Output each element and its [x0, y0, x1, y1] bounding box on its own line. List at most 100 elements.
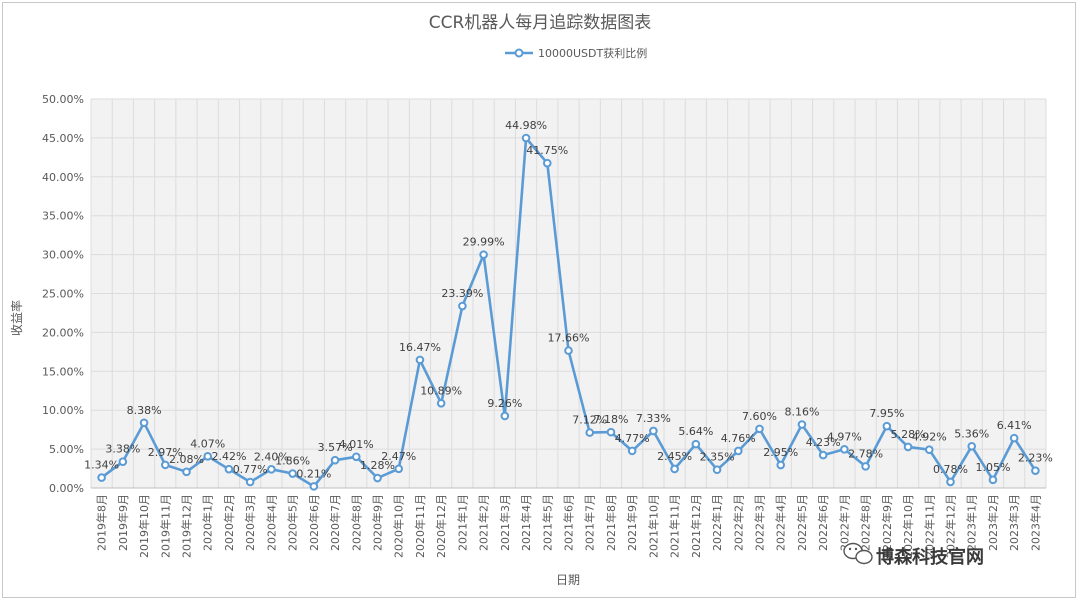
y-tick-label: 25.00%	[42, 288, 84, 301]
data-point	[882, 421, 892, 431]
x-tick-label: 2022年1月	[710, 494, 724, 551]
x-tick-label: 2019年10月	[137, 494, 151, 558]
x-tick-label: 2021年9月	[625, 494, 639, 551]
data-point	[1009, 433, 1019, 443]
data-point	[415, 355, 425, 365]
data-label: 5.36%	[954, 427, 989, 440]
data-label: 0.21%	[296, 467, 331, 480]
data-point	[203, 452, 213, 461]
data-label: 7.18%	[593, 413, 628, 426]
legend-marker	[514, 48, 524, 58]
data-point	[500, 411, 510, 421]
x-tick-label: 2021年10月	[646, 494, 660, 558]
y-tick-label: 15.00%	[42, 365, 84, 378]
x-tick-label: 2022年2月	[731, 494, 745, 551]
x-tick-label: 2020年3月	[243, 494, 257, 551]
y-axis-ticks: 0.00% 5.00% 10.00% 15.00% 20.00% 25.00% 30.00%…	[42, 93, 84, 495]
data-label: 1.86%	[275, 455, 310, 468]
data-label: 3.57%	[318, 441, 353, 454]
data-label: 8.38%	[127, 404, 162, 417]
y-tick-label: 45.00%	[42, 132, 84, 145]
data-label: 7.95%	[869, 407, 904, 420]
data-point	[97, 473, 106, 482]
data-label: 2.47%	[381, 450, 416, 463]
data-point	[818, 450, 828, 460]
data-label: 7.60%	[742, 410, 777, 423]
x-tick-label: 2022年5月	[795, 494, 809, 551]
y-tick-label: 35.00%	[42, 210, 84, 223]
watermark: 博森科技官网	[843, 542, 984, 568]
data-point	[627, 446, 637, 456]
x-tick-label: 2021年7月	[583, 494, 597, 551]
data-label: 1.34%	[84, 459, 119, 472]
data-label: 2.08%	[169, 453, 204, 466]
data-point	[182, 467, 191, 477]
data-point	[160, 460, 170, 470]
data-point	[1031, 466, 1040, 475]
data-label: 29.99%	[463, 236, 505, 249]
x-tick-label: 2021年8月	[604, 494, 618, 551]
data-label: 2.95%	[763, 446, 798, 459]
legend-label: 10000USDT获利比例	[538, 46, 647, 60]
x-tick-label: 2020年6月	[307, 494, 321, 551]
data-label: 5.64%	[678, 425, 713, 438]
x-tick-label: 2021年5月	[540, 494, 554, 551]
x-tick-label: 2023年2月	[986, 494, 1000, 551]
data-label: 17.66%	[548, 332, 590, 345]
data-label: 4.01%	[339, 438, 374, 451]
data-label: 4.76%	[721, 432, 756, 445]
data-label: 44.98%	[505, 119, 547, 132]
data-label: 23.39%	[441, 287, 483, 300]
data-label: 7.33%	[636, 412, 671, 425]
x-tick-label: 2023年3月	[1007, 494, 1021, 551]
data-point	[458, 301, 467, 311]
data-point	[139, 418, 149, 428]
data-point	[967, 441, 977, 451]
data-point	[946, 477, 955, 487]
data-label: 0.78%	[933, 463, 968, 476]
data-label: 16.47%	[399, 341, 441, 354]
x-tick-label: 2021年12月	[689, 494, 703, 558]
data-point	[351, 452, 361, 462]
data-point	[245, 477, 255, 487]
data-point	[776, 460, 786, 470]
x-tick-label: 2022年7月	[837, 494, 851, 551]
y-tick-label: 10.00%	[42, 404, 84, 417]
data-label: 0.77%	[233, 463, 268, 476]
data-label: 5.28%	[891, 428, 926, 441]
x-tick-label: 2020年12月	[434, 494, 448, 558]
x-tick-label: 2020年8月	[349, 494, 363, 551]
data-label: 6.41%	[997, 419, 1032, 432]
x-tick-label: 2022年12月	[944, 494, 958, 558]
x-tick-label: 2019年8月	[95, 494, 109, 551]
y-tick-label: 5.00%	[49, 443, 84, 456]
data-point	[224, 464, 234, 474]
data-point	[542, 158, 552, 168]
x-tick-label: 2022年3月	[753, 494, 767, 551]
data-point	[436, 398, 446, 408]
data-point	[288, 469, 297, 478]
chart-title: CCR机器人每月追踪数据图表	[429, 13, 652, 33]
x-axis-ticks: 2019年8月 2019年9月 2019年10月 2019年11月 2019年12月 20…	[95, 494, 1043, 558]
data-points	[97, 133, 1040, 491]
data-label: 4.97%	[827, 430, 862, 443]
data-labels: 1.34% 3.38% 8.38% 2.97%2.08% 4.07%2.42%0.77%…	[84, 119, 1053, 480]
data-label: 4.23%	[806, 436, 841, 449]
x-tick-label: 2023年1月	[965, 494, 979, 551]
data-label: 41.75%	[526, 144, 568, 157]
data-point	[267, 465, 276, 474]
y-tick-label: 40.00%	[42, 171, 84, 184]
data-point	[691, 439, 701, 449]
x-tick-label: 2021年6月	[562, 494, 576, 551]
x-tick-label: 2022年6月	[816, 494, 830, 551]
x-tick-label: 2020年4月	[264, 494, 278, 551]
x-tick-label: 2021年2月	[477, 494, 491, 551]
data-point	[479, 250, 488, 259]
data-point	[606, 427, 616, 437]
y-tick-label: 0.00%	[49, 482, 84, 495]
data-label: 4.07%	[190, 437, 225, 450]
data-point	[988, 475, 998, 485]
legend: 10000USDT获利比例	[505, 46, 647, 60]
x-tick-label: 2021年4月	[519, 494, 533, 551]
